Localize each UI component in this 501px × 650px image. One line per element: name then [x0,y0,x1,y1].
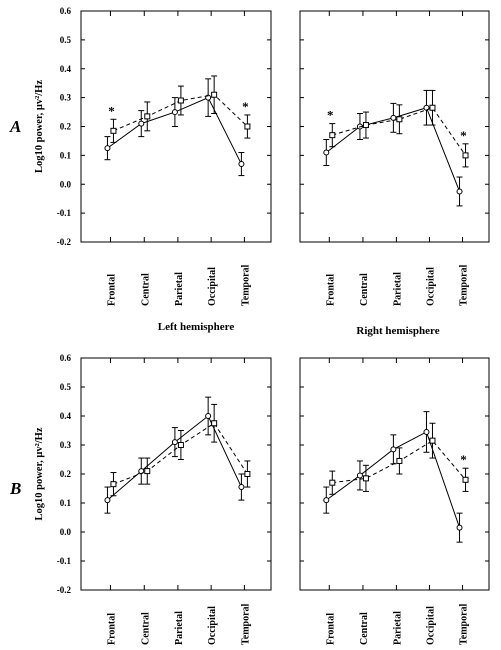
data-point-square [110,481,117,488]
x-category-label: Occipital [207,267,218,306]
data-point-circle [138,120,145,127]
row-label-b: B [9,479,21,498]
data-point-square [462,152,469,159]
data-point-square [244,123,251,130]
chart-panel-1: 0.6 0.5 0.4 0.3 0.2 0.1 0.0 -0.1 -0.2 Log10 power… [34,6,272,306]
caption-right-hemisphere: Right hemisphere [356,325,439,337]
x-category-label: Central [140,273,151,306]
plot-frame [299,10,490,243]
x-category-label: Occipital [207,606,218,645]
data-point-circle [171,109,178,116]
data-point-circle [390,114,397,121]
y-tick-label: 0.0 [60,179,72,189]
data-point-square [177,97,184,104]
y-tick-label: 0.6 [60,6,72,16]
y-tick-label: 0.1 [60,150,72,160]
y-tick-label: -0.1 [57,208,72,218]
data-point-circle [205,413,212,419]
data-point-square [462,476,469,483]
data-point-circle [423,428,430,435]
significance-star: * [327,108,334,123]
x-category-label: Frontal [106,613,117,645]
data-point-circle [323,497,330,504]
x-category-label: Central [140,612,151,645]
data-point-square [177,442,184,448]
data-point-circle [390,446,397,453]
y-tick-label: -0.2 [57,585,72,595]
x-category-label: Frontal [325,613,336,645]
data-point-square [362,475,369,482]
x-category-label: Temporal [459,264,470,306]
x-category-label: Occipital [425,606,436,645]
chart-panel-4: Frontal Central Parietal Occipital Temporal * [299,357,490,645]
data-point-square [429,104,436,111]
data-point-circle [323,149,330,156]
x-category-label: Temporal [240,264,251,306]
chart-panel-2: Frontal Central Parietal Occipital Temporal *… [299,10,490,306]
significance-star: * [108,103,115,118]
x-category-label: Parietal [392,611,403,645]
x-category-label: Temporal [240,603,251,645]
y-tick-label: -0.2 [57,237,72,247]
data-point-square [144,113,151,120]
data-point-square [429,437,436,444]
data-point-square [362,122,369,129]
panels-layer: 0.6 0.5 0.4 0.3 0.2 0.1 0.0 -0.1 -0.2 Log10 power… [34,6,490,645]
y-tick-label: 0.6 [60,353,72,363]
data-point-square [110,127,117,134]
y-axis-title: Log10 power, μv²/Hz [34,427,45,520]
y-tick-label: 0.3 [60,93,72,103]
x-category-label: Frontal [325,274,336,306]
x-category-label: Parietal [174,272,185,306]
x-category-label: Frontal [106,274,117,306]
data-point-square [144,468,151,475]
y-tick-label: 0.1 [60,498,72,508]
data-point-circle [456,524,463,531]
chart-panel-3: 0.6 0.5 0.4 0.3 0.2 0.1 0.0 -0.1 -0.2 Log10 power… [34,353,272,645]
data-point-square [329,479,336,486]
y-tick-label: 0.2 [60,122,72,132]
significance-star: * [242,99,249,114]
data-point-square [244,471,251,477]
x-category-label: Central [359,273,370,306]
y-axis-title: Log10 power, μv²/Hz [34,80,45,173]
data-point-circle [238,484,245,491]
data-point-square [396,116,403,123]
x-category-label: Parietal [392,272,403,306]
series-line-2 [332,107,466,156]
data-point-circle [104,497,111,504]
x-category-label: Central [359,612,370,645]
row-label-a: A [9,117,21,136]
data-point-circle [238,161,245,168]
data-point-circle [356,472,363,479]
data-point-square [211,91,218,98]
y-tick-label: 0.5 [60,382,72,392]
x-category-label: Occipital [425,267,436,306]
data-point-square [396,457,403,464]
x-category-label: Temporal [459,603,470,645]
data-point-circle [456,188,463,195]
y-tick-label: -0.1 [57,556,72,566]
caption-left-hemisphere: Left hemisphere [158,321,235,333]
y-tick-label: 0.3 [60,440,72,450]
significance-star: * [460,128,467,143]
y-tick-label: 0.4 [60,411,72,421]
x-category-label: Parietal [174,611,185,645]
data-point-circle [171,439,178,446]
y-tick-label: 0.4 [60,64,72,74]
y-tick-label: 0.0 [60,527,72,537]
data-point-square [329,132,336,139]
y-tick-label: 0.5 [60,35,72,45]
data-point-square [211,420,218,427]
data-point-circle [104,145,111,152]
significance-star: * [460,452,467,467]
y-tick-label: 0.2 [60,469,72,479]
